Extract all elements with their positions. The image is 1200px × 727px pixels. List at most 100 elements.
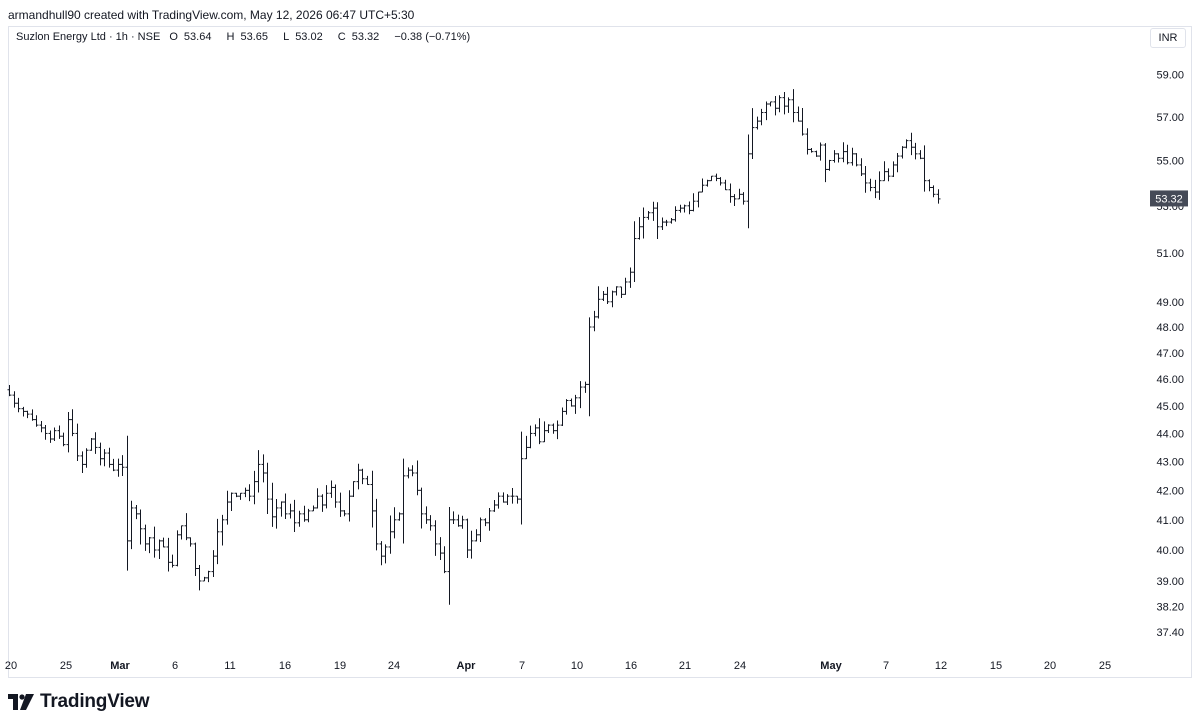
x-tick-label: 10 <box>571 660 583 672</box>
chart-pane[interactable] <box>8 26 1192 678</box>
ohlc-bar <box>687 201 692 215</box>
currency-button[interactable]: INR <box>1150 28 1186 48</box>
ohlc-bar <box>16 397 21 413</box>
ohlc-bar <box>30 409 35 421</box>
x-tick-label: 7 <box>519 660 525 672</box>
ohlc-bar <box>166 537 171 572</box>
ohlc-bar <box>537 418 542 445</box>
ohlc-bar <box>578 381 583 409</box>
ohlc-bar <box>573 394 578 414</box>
ohlc-bar <box>351 481 356 497</box>
ohlc-bar <box>741 192 746 205</box>
ohlc-bar <box>755 116 760 130</box>
ohlc-bar <box>483 518 488 527</box>
tradingview-wordmark: TradingView <box>40 691 150 712</box>
ohlc-bar <box>383 544 388 564</box>
ohlc-bar <box>854 153 859 167</box>
y-tick-label: 47.00 <box>1156 348 1184 360</box>
ohlc-bar <box>70 409 75 437</box>
ohlc-bar <box>691 193 696 212</box>
ohlc-bar <box>877 171 882 200</box>
x-tick-label: Apr <box>457 660 477 672</box>
ohlc-bar <box>524 435 529 460</box>
y-tick-label: 41.00 <box>1156 515 1184 527</box>
ohlc-bar <box>682 204 687 213</box>
ohlc-bar <box>288 503 293 519</box>
y-tick-label: 51.00 <box>1156 248 1184 260</box>
ohlc-bar <box>759 108 764 126</box>
low-value: L 53.02 <box>283 31 323 43</box>
ohlc-bar <box>868 178 873 192</box>
ohlc-bar <box>410 465 415 477</box>
ohlc-bar <box>605 286 610 304</box>
ohlc-bar <box>637 217 642 240</box>
ohlc-bar <box>564 399 569 415</box>
ohlc-bar <box>655 202 660 240</box>
ohlc-bar <box>750 108 755 159</box>
ohlc-bar <box>438 537 443 560</box>
ohlc-bar <box>302 505 307 522</box>
ohlc-bar <box>641 207 646 239</box>
price-axis[interactable]: 59.0057.0055.0053.0051.0049.0048.0047.00… <box>1156 70 1184 640</box>
ohlc-bar <box>596 286 601 319</box>
ohlc-bar <box>746 134 751 229</box>
ohlc-bar <box>786 97 791 113</box>
ohlc-bar <box>419 487 424 529</box>
close-value: C 53.32 <box>337 31 380 43</box>
ohlc-bar <box>283 493 288 520</box>
ohlc-bar <box>551 423 556 434</box>
ohlc-bar <box>98 442 103 466</box>
ohlc-bar <box>610 290 615 308</box>
ohlc-bar <box>555 420 560 440</box>
ohlc-bar <box>324 485 329 509</box>
ohlc-bar <box>84 448 89 468</box>
ohlc-bar <box>193 542 198 576</box>
symbol-title: Suzlon Energy Ltd · 1h · NSE <box>16 31 161 43</box>
ohlc-bar <box>900 146 905 159</box>
ohlc-bar <box>723 179 728 191</box>
ohlc-bar <box>809 147 814 153</box>
ohlc-bar <box>601 291 606 302</box>
ohlc-bar <box>592 310 597 332</box>
ohlc-bar <box>827 159 832 171</box>
ohlc-bar <box>628 267 633 288</box>
ohlc-bar <box>696 191 701 208</box>
ohlc-bar <box>111 458 116 472</box>
y-tick-label: 57.00 <box>1156 112 1184 124</box>
time-axis[interactable]: 20 25 Mar 6 11 16 19 24 Apr 7 10 16 21 24 May 7 12 15 20 25 <box>5 660 1111 672</box>
y-tick-label: 55.00 <box>1156 155 1184 167</box>
open-value: O 53.64 <box>169 31 212 43</box>
ohlc-bar <box>428 515 433 531</box>
ohlc-bar <box>152 526 157 558</box>
last-price-badge <box>1150 190 1188 207</box>
ohlc-bar <box>873 179 878 199</box>
y-tick-label: 44.00 <box>1156 428 1184 440</box>
ohlc-bar <box>587 317 592 417</box>
ohlc-bar <box>469 530 474 559</box>
ohlc-bar <box>89 437 94 451</box>
ohlc-bar <box>342 510 347 517</box>
ohlc-bar <box>705 179 710 187</box>
ohlc-bar <box>34 415 39 427</box>
ohlc-bar <box>673 206 678 222</box>
ohlc-bar <box>528 425 533 449</box>
ohlc-bar <box>718 177 723 186</box>
ohlc-bar <box>52 427 57 441</box>
ohlc-bar <box>505 494 510 505</box>
ohlc-bar <box>61 432 66 447</box>
ohlc-bar <box>25 410 30 419</box>
ohlc-bar <box>292 499 297 532</box>
ohlc-bar <box>519 431 524 525</box>
ohlc-bar <box>211 550 216 577</box>
ohlc-bar <box>433 520 438 556</box>
ohlc-bar <box>39 420 44 433</box>
ohlc-bar <box>415 460 420 496</box>
ohlc-bar <box>460 515 465 529</box>
ohlc-bar <box>93 432 98 454</box>
ohlc-bar <box>501 492 506 503</box>
ohlc-bar <box>21 406 26 417</box>
ohlc-bar <box>678 204 683 213</box>
ohlc-bar <box>379 541 384 566</box>
ohlc-bar <box>451 511 456 524</box>
